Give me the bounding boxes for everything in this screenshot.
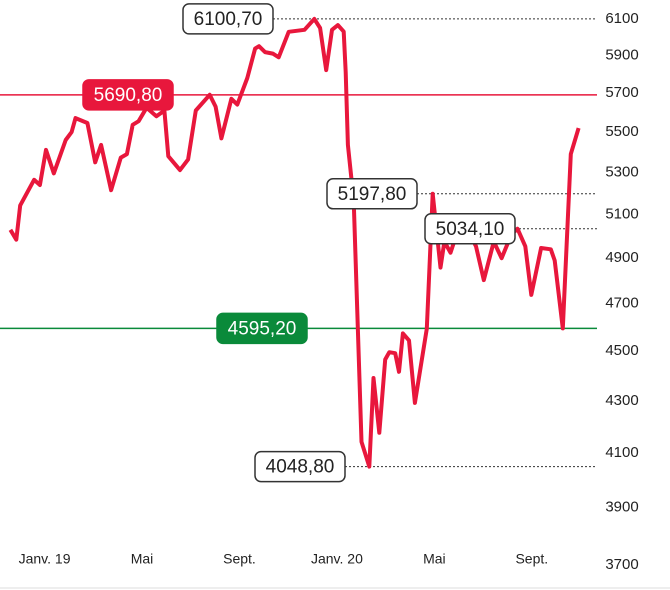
annotation-box [216, 312, 308, 345]
x-tick-label: Janv. 20 [311, 551, 363, 567]
x-tick-label: Janv. 19 [19, 551, 71, 567]
y-tick-label: 5900 [605, 46, 638, 63]
annotation-box [326, 178, 418, 210]
x-tick-label: Mai [131, 551, 154, 567]
annotation-box [182, 3, 274, 35]
y-tick-label: 4700 [605, 295, 638, 312]
annotation-label: 4048,80 [266, 457, 335, 478]
annotation-box [424, 212, 516, 245]
x-tick-label: Sept. [515, 551, 548, 567]
y-tick-label: 4300 [605, 392, 638, 409]
annotation-label: 5690,80 [94, 85, 163, 106]
y-tick-label: 5700 [605, 84, 638, 101]
annotation-box [82, 79, 174, 111]
y-tick-label: 4100 [605, 444, 638, 461]
y-tick-label: 5100 [605, 206, 638, 223]
y-tick-label: 3700 [605, 556, 638, 573]
annotation-label: 5034,10 [436, 219, 505, 240]
y-tick-label: 5300 [605, 163, 638, 180]
y-tick-label: 4500 [605, 342, 638, 359]
annotation-label: 4595,20 [228, 318, 297, 339]
annotation-box [254, 450, 346, 483]
annotation-label: 5197,80 [338, 184, 407, 205]
y-tick-label: 3900 [605, 498, 638, 515]
x-tick-label: Sept. [223, 551, 256, 567]
y-tick-label: 4900 [605, 249, 638, 266]
y-tick-label: 6100 [605, 10, 638, 27]
y-tick-label: 5500 [605, 123, 638, 140]
annotation-label: 6100,70 [194, 9, 263, 30]
x-tick-label: Mai [423, 551, 446, 567]
